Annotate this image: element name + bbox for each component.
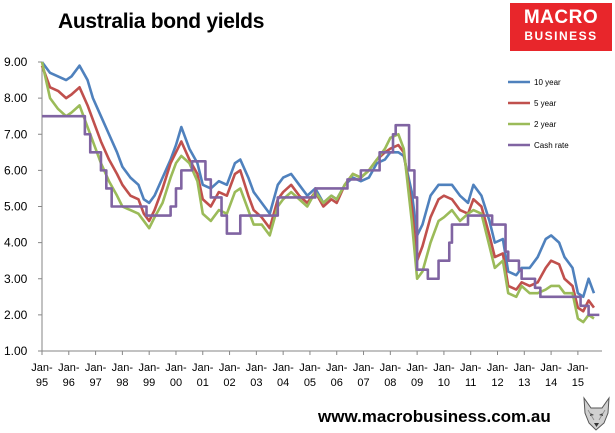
x-tick-label-top: Jan- [353, 362, 375, 374]
x-tick-label-bottom: 14 [545, 377, 557, 389]
logo-line-2: BUSINESS [524, 29, 598, 43]
x-tick-label-bottom: 12 [491, 377, 503, 389]
x-tick-label-bottom: 15 [572, 377, 584, 389]
x-tick-label-top: Jan- [326, 362, 348, 374]
logo-line-1: MACRO [523, 7, 599, 28]
x-tick-label-bottom: 00 [170, 377, 182, 389]
x-tick-label-top: Jan- [112, 362, 134, 374]
x-tick-label-bottom: 03 [250, 377, 262, 389]
x-tick-label-top: Jan- [540, 362, 562, 374]
x-tick-label-top: Jan- [58, 362, 80, 374]
x-tick-label-top: Jan- [406, 362, 428, 374]
y-tick-label: 6.00 [4, 163, 28, 177]
x-tick-label-bottom: 08 [384, 377, 396, 389]
y-tick-label: 1.00 [4, 344, 28, 358]
legend-label: Cash rate [534, 141, 569, 150]
x-tick-label-bottom: 97 [89, 377, 101, 389]
x-tick-label-bottom: 10 [438, 377, 450, 389]
x-tick-label-top: Jan- [85, 362, 107, 374]
x-tick-label-top: Jan- [192, 362, 214, 374]
x-tick-label-top: Jan- [299, 362, 321, 374]
y-tick-label: 3.00 [4, 272, 28, 286]
x-tick-label-bottom: 99 [143, 377, 155, 389]
x-tick-label-top: Jan- [514, 362, 536, 374]
legend-label: 10 year [534, 78, 561, 87]
y-tick-label: 9.00 [4, 55, 28, 69]
series-line-cash-rate [42, 114, 600, 317]
x-tick-labels: Jan- 95 Jan- 96 Jan- 97 Jan- 98 Jan- 99 Jan- 00 Jan-… [31, 351, 589, 389]
x-tick-label-bottom: 02 [223, 377, 235, 389]
x-tick-label-bottom: 11 [465, 377, 476, 389]
x-tick-label-bottom: 06 [331, 377, 343, 389]
x-tick-label-top: Jan- [246, 362, 268, 374]
x-tick-label-top: Jan- [165, 362, 187, 374]
x-tick-label-top: Jan- [380, 362, 402, 374]
y-tick-label: 4.00 [4, 236, 28, 250]
x-tick-label-bottom: 05 [304, 377, 316, 389]
x-tick-label-bottom: 01 [197, 377, 209, 389]
footer-url: www.macrobusiness.com.au [318, 407, 551, 426]
legend: 10 year 5 year 2 year Cash rate [508, 78, 569, 150]
x-tick-label-top: Jan- [433, 362, 455, 374]
y-tick-labels: 1.00 2.00 3.00 4.00 5.00 6.00 7.00 8.00 9.00 [4, 55, 42, 358]
y-tick-label: 7.00 [4, 127, 28, 141]
x-tick-label-bottom: 07 [357, 377, 369, 389]
x-tick-label-top: Jan- [567, 362, 589, 374]
x-tick-label-top: Jan- [272, 362, 294, 374]
x-tick-label-top: Jan- [487, 362, 509, 374]
y-tick-label: 5.00 [4, 200, 28, 214]
x-tick-label-bottom: 96 [63, 377, 75, 389]
y-tick-label: 8.00 [4, 91, 28, 105]
x-tick-label-bottom: 13 [518, 377, 530, 389]
x-tick-label-top: Jan- [31, 362, 53, 374]
x-tick-label-bottom: 95 [36, 377, 48, 389]
x-tick-label-bottom: 09 [411, 377, 423, 389]
x-tick-label-bottom: 98 [116, 377, 128, 389]
x-tick-label-top: Jan- [138, 362, 160, 374]
legend-label: 5 year [534, 99, 557, 108]
macrobusiness-logo: MACRO BUSINESS [510, 3, 612, 51]
legend-label: 2 year [534, 120, 557, 129]
series-line-2-year [40, 61, 595, 324]
y-tick-label: 2.00 [4, 308, 28, 322]
x-tick-label-top: Jan- [219, 362, 241, 374]
x-tick-label-top: Jan- [460, 362, 482, 374]
x-tick-label-bottom: 04 [277, 377, 289, 389]
chart-title: Australia bond yields [58, 10, 265, 33]
wolf-icon [583, 396, 610, 431]
series-lines [40, 61, 600, 324]
